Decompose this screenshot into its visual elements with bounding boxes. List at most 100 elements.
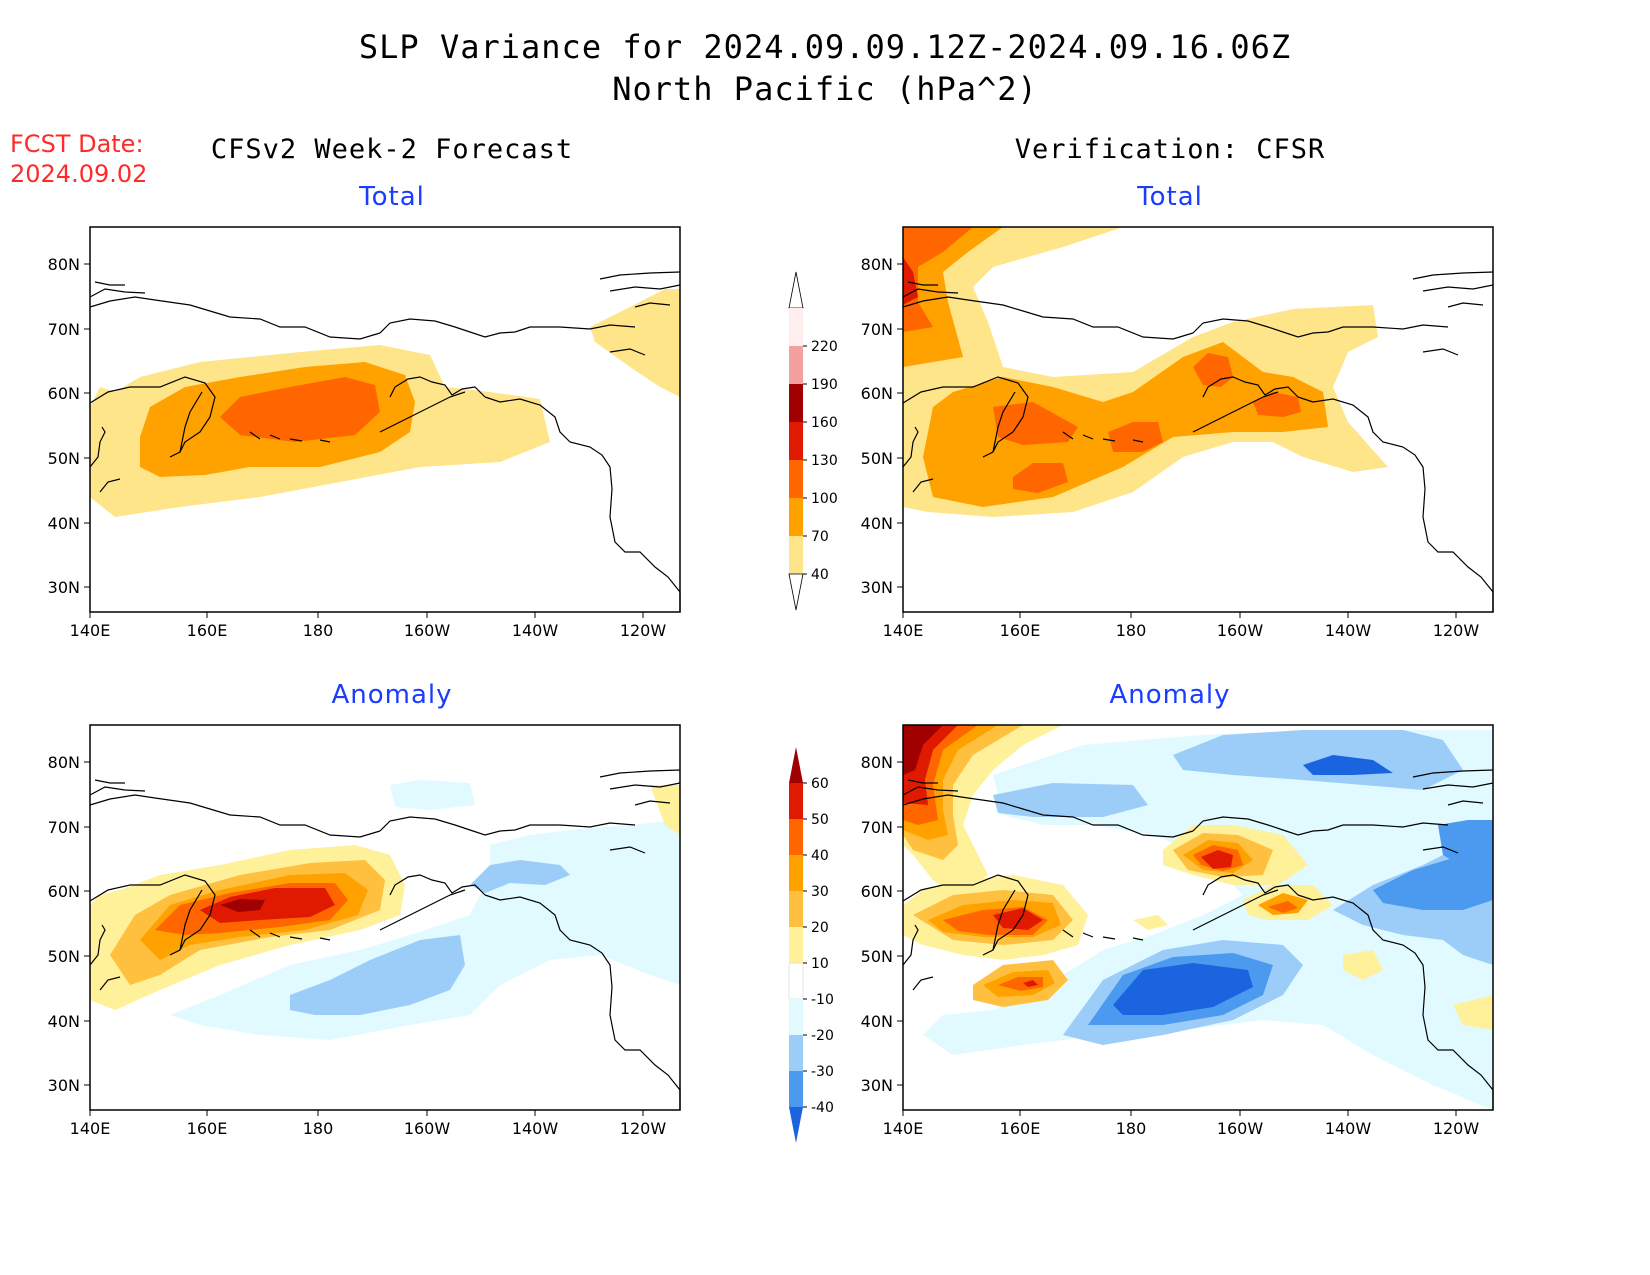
colorbar-label: 220: [811, 339, 838, 355]
lat-tick-label: 70N: [48, 818, 80, 837]
lon-tick-label: 140E: [70, 1119, 111, 1138]
lat-tick-label: 50N: [48, 449, 80, 468]
colorbar-label: 70: [811, 529, 829, 545]
lat-tick-label: 70N: [861, 320, 893, 339]
colorbar-cap-top: [788, 271, 804, 309]
column-title-forecast: CFSv2 Week-2 Forecast: [210, 134, 574, 165]
column-title-verification: Verification: CFSR: [1014, 134, 1326, 165]
lat-tick-label: 80N: [861, 753, 893, 772]
chart-title-line1: SLP Variance for 2024.09.09.12Z-2024.09.…: [358, 28, 1292, 66]
lat-tick-label: 80N: [48, 255, 80, 274]
lon-tick-label: 180: [1116, 1119, 1147, 1138]
fcst-date-label: FCST Date:: [10, 130, 144, 158]
colorbar-segment: [789, 346, 803, 384]
forecast-total-subtitle: Total: [359, 182, 425, 212]
lat-tick-label: 50N: [48, 947, 80, 966]
verification-total-map: 80N 70N 60N 50N 40N 30N 140E 160E 180 160W 140W 120…: [861, 226, 1494, 640]
colorbar-segment: [789, 1035, 803, 1071]
lon-tick-label: 160E: [187, 1119, 228, 1138]
forecast-anomaly-contours: [90, 780, 680, 1040]
lon-tick-label: 120W: [1433, 1119, 1480, 1138]
forecast-anomaly-map: 80N 70N 60N 50N 40N 30N 140E 160E 180 160W 140W 120…: [48, 724, 681, 1138]
lon-tick-label: 160E: [1000, 1119, 1041, 1138]
fcst-date-value: 2024.09.02: [10, 160, 148, 188]
total-colorbar: 220 190 160 130 100 70 40: [788, 271, 838, 611]
verification-total-axes: 80N 70N 60N 50N 40N 30N 140E 160E 180 160W 140W 120…: [861, 255, 1480, 640]
lon-tick-label: 160W: [404, 1119, 451, 1138]
colorbar-label: 130: [811, 453, 838, 469]
colorbar-segment: [789, 308, 803, 346]
colorbar-label: 50: [811, 812, 829, 828]
lat-tick-label: 70N: [861, 818, 893, 837]
lon-tick-label: 160E: [1000, 621, 1041, 640]
lat-tick-label: 40N: [861, 514, 893, 533]
colorbar-arrow-bottom: [789, 1107, 803, 1143]
lon-tick-label: 140E: [883, 621, 924, 640]
colorbar-segment: [789, 1071, 803, 1107]
colorbar-label: 190: [811, 377, 838, 393]
chart-title-line2: North Pacific (hPa^2): [612, 70, 1038, 108]
lon-tick-label: 180: [303, 621, 334, 640]
lat-tick-label: 60N: [861, 882, 893, 901]
colorbar-segment: [789, 536, 803, 574]
colorbar-segment: [789, 855, 803, 891]
colorbar-segment: [789, 999, 803, 1035]
forecast-anomaly-subtitle: Anomaly: [331, 680, 453, 710]
lat-tick-label: 60N: [48, 882, 80, 901]
colorbar-segment: [789, 927, 803, 963]
lat-tick-label: 30N: [861, 578, 893, 597]
lon-tick-label: 160W: [1217, 621, 1264, 640]
colorbar-arrow-top: [789, 747, 803, 783]
colorbar-label: -30: [811, 1064, 834, 1080]
colorbar-segment: [789, 422, 803, 460]
lon-tick-label: 120W: [620, 1119, 667, 1138]
colorbar-label: 100: [811, 491, 838, 507]
colorbar-segment: [789, 384, 803, 422]
lon-tick-label: 120W: [1433, 621, 1480, 640]
colorbar-segment: [789, 891, 803, 927]
lat-tick-label: 40N: [861, 1012, 893, 1031]
colorbar-segment: [789, 783, 803, 819]
lat-tick-label: 80N: [48, 753, 80, 772]
lat-tick-label: 40N: [48, 1012, 80, 1031]
colorbar-label: 40: [811, 567, 829, 583]
verification-total-subtitle: Total: [1137, 182, 1203, 212]
lat-tick-label: 30N: [861, 1076, 893, 1095]
colorbar-label: 160: [811, 415, 838, 431]
forecast-total-axes: 80N 70N 60N 50N 40N 30N 140E 160E 180 160W 140W 120…: [48, 255, 667, 640]
lon-tick-label: 140E: [70, 621, 111, 640]
lon-tick-label: 140W: [512, 621, 559, 640]
colorbar-label: 30: [811, 884, 829, 900]
colorbar-label: -10: [811, 992, 834, 1008]
lat-tick-label: 80N: [861, 255, 893, 274]
anomaly-colorbar: 60 50 40 30 20 10 -10 -20 -30 -40: [788, 747, 834, 1143]
forecast-total-map: 80N 70N 60N 50N 40N 30N 140E 160E 180 160W 140W 120…: [48, 226, 681, 640]
lon-tick-label: 160E: [187, 621, 228, 640]
colorbar-label: -40: [811, 1100, 834, 1116]
colorbar-segment: [789, 819, 803, 855]
colorbar-label: 20: [811, 920, 829, 936]
lon-tick-label: 140W: [1325, 1119, 1372, 1138]
lon-tick-label: 140W: [1325, 621, 1372, 640]
lat-tick-label: 50N: [861, 449, 893, 468]
lon-tick-label: 120W: [620, 621, 667, 640]
lon-tick-label: 140W: [512, 1119, 559, 1138]
lat-tick-label: 70N: [48, 320, 80, 339]
lon-tick-label: 180: [303, 1119, 334, 1138]
lon-tick-label: 180: [1116, 621, 1147, 640]
colorbar-label: 10: [811, 956, 829, 972]
lat-tick-label: 60N: [48, 384, 80, 403]
lat-tick-label: 30N: [48, 578, 80, 597]
colorbar-segment: [789, 460, 803, 498]
lon-tick-label: 160W: [404, 621, 451, 640]
verification-total-contours: [903, 227, 1388, 517]
lon-tick-label: 140E: [883, 1119, 924, 1138]
lat-tick-label: 40N: [48, 514, 80, 533]
colorbar-label: 40: [811, 848, 829, 864]
forecast-total-contours: [90, 289, 680, 517]
colorbar-segment: [789, 498, 803, 536]
verification-anomaly-subtitle: Anomaly: [1109, 680, 1231, 710]
lat-tick-label: 30N: [48, 1076, 80, 1095]
lon-tick-label: 160W: [1217, 1119, 1264, 1138]
colorbar-segment: [788, 962, 804, 1000]
